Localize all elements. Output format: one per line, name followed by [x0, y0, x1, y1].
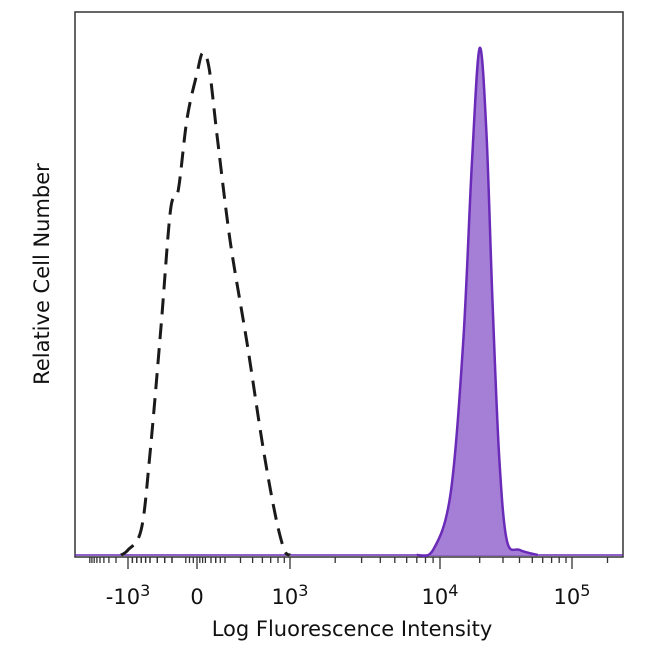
y-axis-label: Relative Cell Number [30, 163, 54, 385]
x-axis-label: Log Fluorescence Intensity [212, 617, 493, 641]
x-tick-label: 103 [272, 581, 309, 609]
x-axis-ticks: -103 0 103 104 105 [89, 557, 609, 609]
x-tick-label: 0 [190, 585, 203, 609]
data-marks [75, 46, 623, 558]
series-1-outline [416, 46, 539, 558]
plot-frame [74, 11, 624, 558]
series-0-dashed-line [120, 51, 291, 557]
series-1-area [416, 47, 538, 556]
x-tick-label: -103 [106, 581, 151, 609]
x-tick-label: 105 [554, 581, 591, 609]
x-tick-label: 104 [422, 581, 459, 609]
